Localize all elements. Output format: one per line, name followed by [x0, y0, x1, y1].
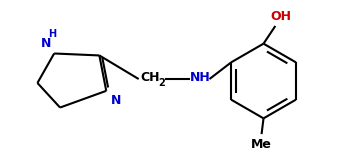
Text: N: N [41, 37, 51, 50]
Text: N: N [111, 94, 121, 107]
Text: H: H [48, 29, 56, 39]
Text: OH: OH [271, 10, 292, 23]
Text: Me: Me [251, 138, 272, 151]
Text: 2: 2 [158, 78, 165, 88]
Text: NH: NH [190, 71, 211, 84]
Text: CH: CH [141, 71, 160, 84]
